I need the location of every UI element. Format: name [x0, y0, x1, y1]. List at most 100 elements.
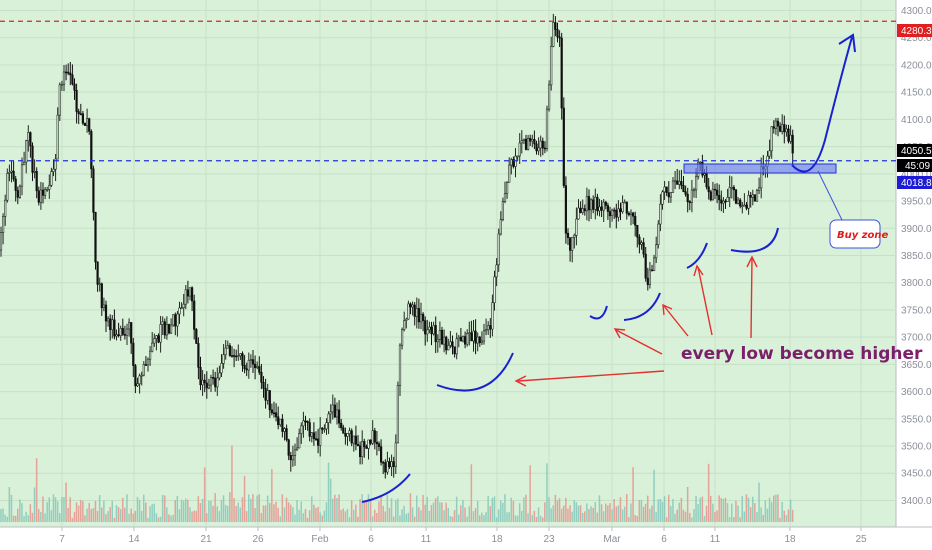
volume-bar: [176, 495, 179, 522]
volume-bar: [88, 503, 90, 522]
volume-bar: [615, 506, 617, 522]
volume-bar: [548, 497, 550, 522]
candle-body: [29, 132, 32, 147]
y-tick-label: 3850.0: [901, 251, 932, 262]
candle-body: [363, 441, 366, 448]
low-arc-mar4[interactable]: [623, 292, 661, 321]
volume-bar: [86, 508, 88, 522]
volume-bar: [749, 507, 752, 522]
volume-bar: [222, 495, 225, 522]
candle-body: [562, 107, 565, 186]
volume-bar: [586, 503, 588, 522]
volume-bar: [359, 499, 361, 522]
volume-bar: [329, 478, 332, 522]
candle-body: [228, 345, 232, 356]
volume-bar: [46, 502, 48, 522]
volume-bar: [403, 505, 405, 522]
low-arc-mar1[interactable]: [589, 305, 608, 320]
x-tick-label: 6: [661, 534, 667, 545]
volume-bar: [174, 500, 176, 522]
volume-bar: [575, 502, 578, 522]
x-tick-label: 7: [59, 534, 65, 545]
volume-bar: [411, 507, 414, 522]
candle-body: [354, 435, 358, 445]
volume-bar: [701, 496, 704, 522]
volume-bar: [504, 494, 506, 522]
low-arc-feb[interactable]: [361, 473, 411, 503]
y-tick-label: 3650.0: [901, 360, 932, 371]
volume-bar: [210, 500, 212, 522]
volume-bar: [107, 511, 109, 522]
volume-bar: [699, 497, 701, 522]
buy-zone-box[interactable]: [683, 163, 837, 174]
candle-body: [453, 346, 456, 355]
volume-bar: [237, 502, 239, 522]
candle-body: [20, 164, 24, 187]
candle-body: [600, 206, 603, 211]
low-arc-feb18[interactable]: [436, 352, 514, 392]
volume-bar: [172, 514, 174, 522]
y-tick-label: 4150.0: [901, 88, 932, 99]
volume-bar: [300, 501, 302, 522]
volume-bar: [737, 505, 739, 522]
pointer-arrowhead-mar14: [746, 255, 758, 268]
candle-body: [671, 180, 675, 193]
candle-body: [73, 83, 76, 91]
volume-bar: [31, 512, 34, 522]
volume-bar: [243, 475, 246, 522]
buy-zone-callout[interactable]: [829, 219, 881, 249]
candle-body: [138, 375, 141, 385]
candle-body: [109, 318, 112, 331]
volume-bar: [241, 497, 244, 522]
candle-body: [598, 206, 601, 212]
volume-bars: [0, 445, 794, 522]
volume-bar: [401, 509, 403, 522]
candle-body: [743, 204, 746, 207]
candle-body: [489, 325, 492, 330]
volume-bar: [71, 517, 74, 522]
volume-bar: [27, 515, 29, 522]
candle-body: [413, 304, 416, 317]
volume-bar: [218, 511, 221, 522]
candle-body: [262, 382, 265, 389]
volume-bar: [96, 510, 99, 522]
candle-body: [270, 409, 274, 414]
candle-body: [132, 342, 135, 366]
volume-bar: [19, 499, 21, 522]
volume-bar: [661, 501, 664, 522]
candle-body: [690, 189, 693, 203]
volume-bar: [764, 500, 767, 522]
candle-body: [440, 329, 444, 345]
volume-bar: [716, 510, 718, 522]
candle-body: [191, 287, 194, 302]
volume-bar: [258, 494, 260, 522]
candle-body: [216, 377, 219, 388]
candle-body: [541, 140, 544, 149]
volume-bar: [233, 498, 235, 522]
pointer-arrowhead-mar4: [662, 303, 673, 316]
candle-body: [755, 190, 759, 202]
candle-body: [310, 432, 313, 437]
candle-body: [170, 324, 173, 334]
volume-bar: [59, 513, 61, 522]
low-arc-mar9[interactable]: [686, 242, 708, 269]
candle-body: [573, 235, 576, 238]
candle-body: [673, 180, 677, 183]
volume-bar: [407, 512, 410, 522]
candle-body: [157, 335, 160, 343]
volume-bar: [260, 512, 263, 522]
projection-arrow[interactable]: [791, 36, 853, 173]
volume-bar: [35, 458, 38, 522]
candle-body: [749, 195, 752, 198]
x-tick-label: 25: [855, 534, 867, 545]
y-tick-label: 3450.0: [901, 469, 932, 480]
volume-bar: [756, 512, 758, 522]
candle-body: [396, 385, 400, 444]
low-arc-mar14[interactable]: [730, 227, 779, 253]
volume-bar: [686, 487, 689, 522]
candle-body: [130, 322, 133, 344]
candle-body: [650, 269, 654, 272]
volume-bar: [317, 506, 319, 522]
candle-body: [466, 333, 469, 345]
